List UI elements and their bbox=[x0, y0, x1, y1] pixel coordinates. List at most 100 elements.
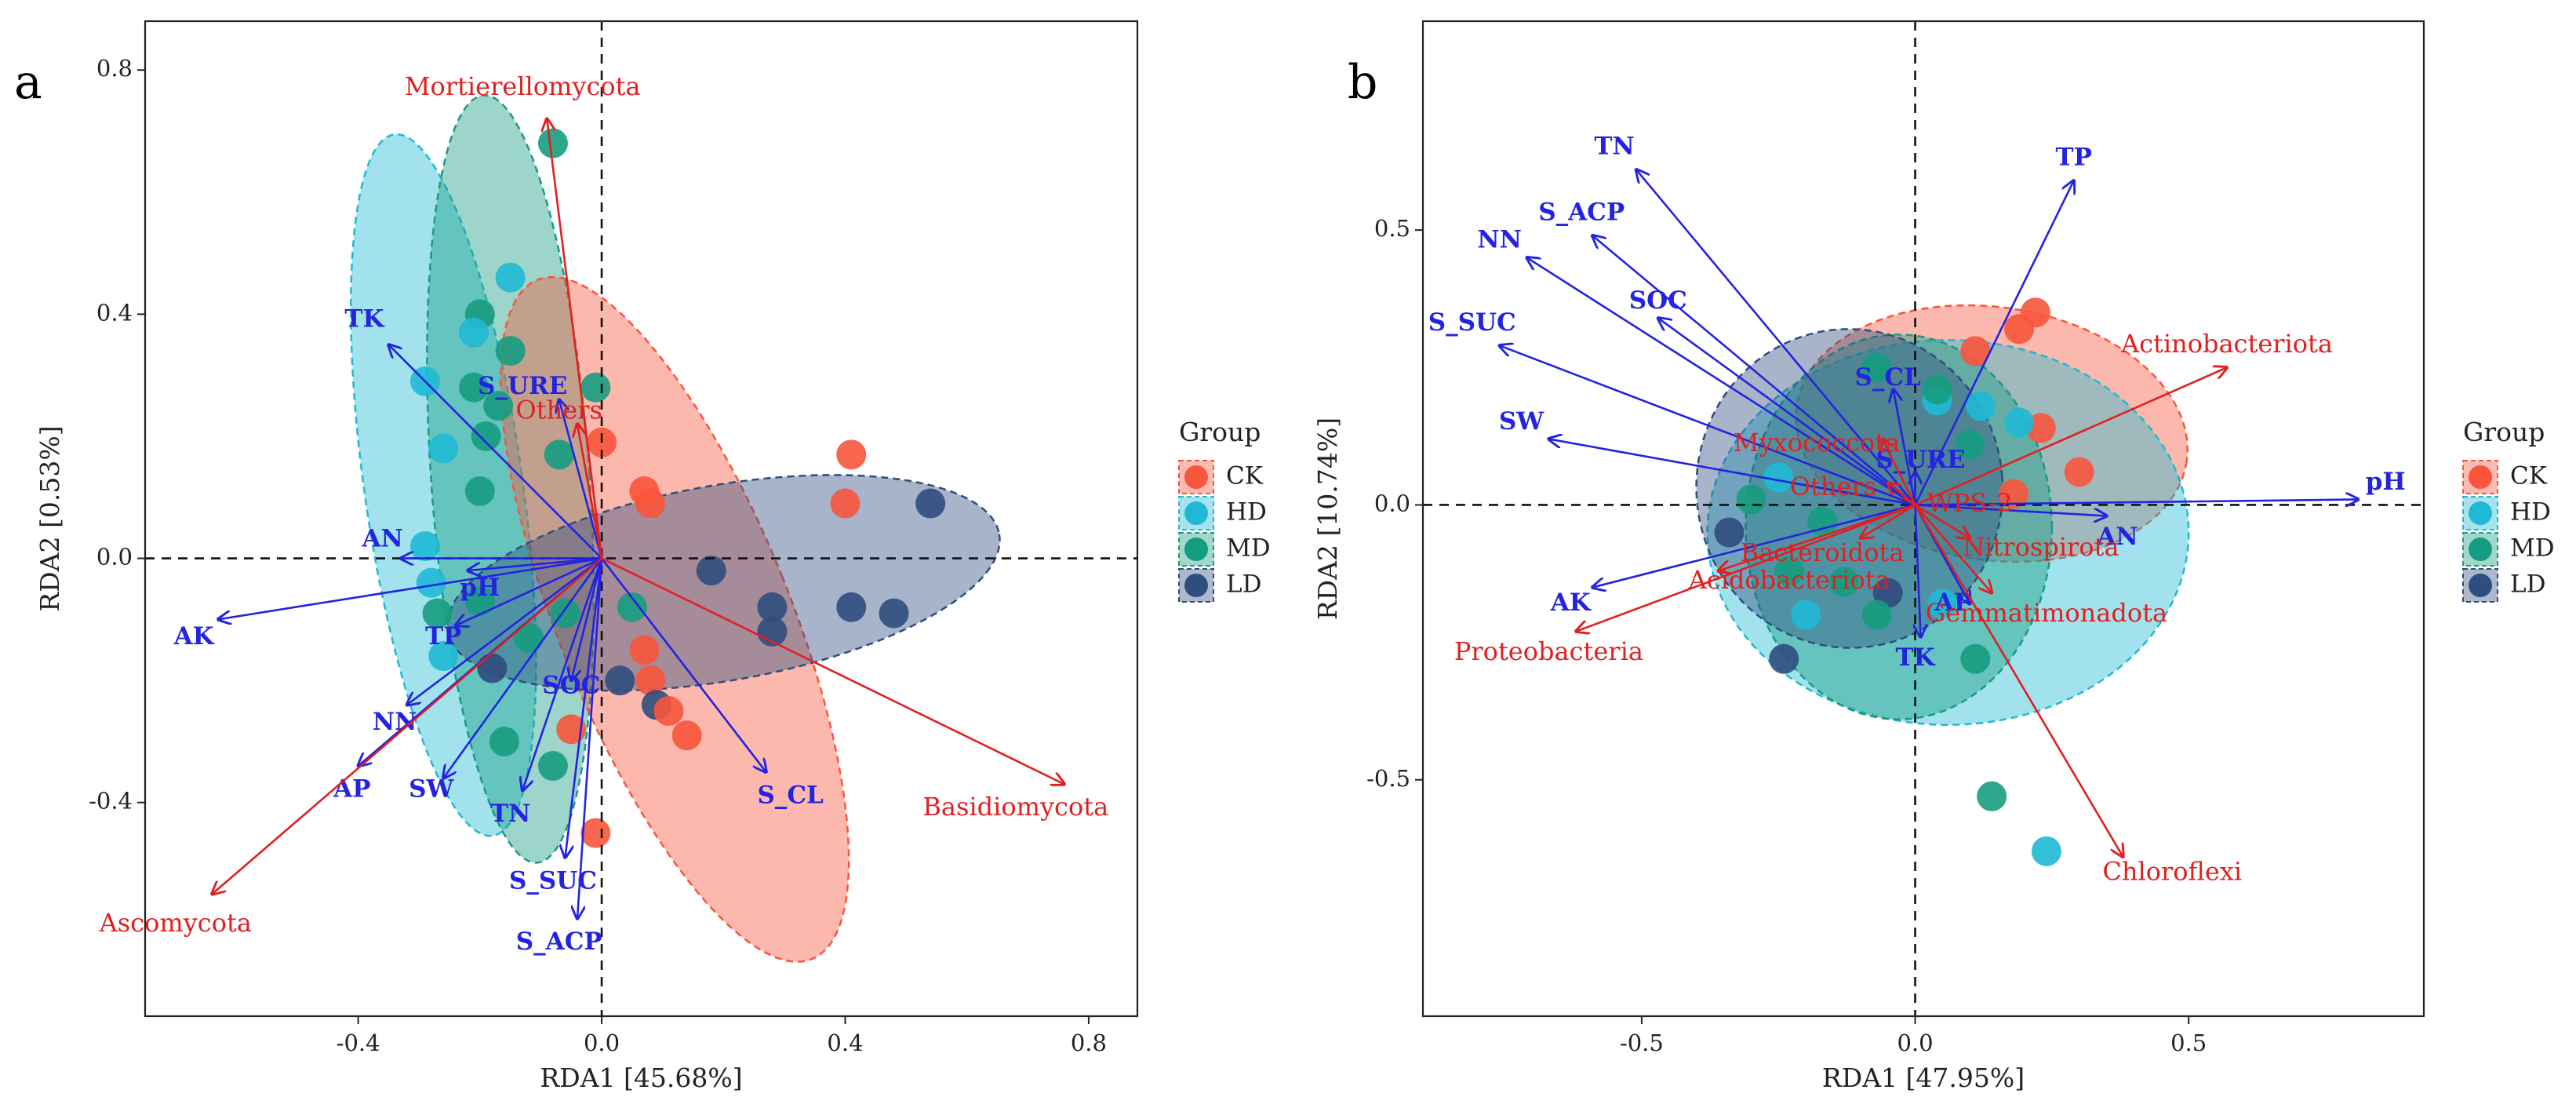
env-arrow-TK bbox=[388, 344, 602, 559]
sample-point-CK bbox=[556, 714, 587, 745]
sample-point-LD bbox=[1872, 578, 1903, 608]
y-tick-label: -0.4 bbox=[89, 788, 133, 815]
sample-point-MD bbox=[513, 622, 544, 653]
sample-point-MD bbox=[1828, 567, 1859, 597]
sample-point-CK bbox=[580, 818, 611, 848]
species-arrow-Bacteroidota bbox=[1861, 504, 1916, 538]
sample-point-HD bbox=[1763, 462, 1794, 493]
ellipse-HD bbox=[1706, 339, 2190, 726]
sample-point-MD bbox=[537, 128, 568, 159]
env-arrow-SOC bbox=[1658, 318, 1916, 506]
panel-tag: b bbox=[1348, 55, 1377, 110]
species-label-Myxococcota: Myxococcota bbox=[1734, 428, 1900, 457]
env-arrow-S_SUC bbox=[565, 558, 603, 858]
species-arrow-Myxococcota bbox=[1883, 439, 1916, 506]
species-arrow-Others bbox=[1888, 483, 1916, 506]
env-arrow-S_ACP bbox=[1592, 235, 1916, 506]
species-arrow-Chloroflexi bbox=[1914, 504, 2123, 856]
species-label-Others: Others bbox=[516, 395, 602, 425]
sample-point-MD bbox=[544, 439, 574, 470]
y-tick-label: 0.0 bbox=[1374, 490, 1410, 516]
sample-point-MD bbox=[1861, 352, 1892, 383]
legend: Group CK HD MD LD bbox=[1178, 417, 1271, 603]
env-label-AK: AK bbox=[173, 622, 215, 651]
env-label-AN: AN bbox=[2096, 523, 2138, 551]
x-tick-label: 0.0 bbox=[1897, 1030, 1933, 1056]
env-label-SW: SW bbox=[1499, 407, 1545, 436]
x-tick-label: -0.5 bbox=[1620, 1030, 1664, 1056]
species-label-Gemmatimonadota: Gemmatimonadota bbox=[1926, 598, 2167, 628]
env-arrow-AN bbox=[1915, 504, 2107, 516]
env-label-TN: TN bbox=[490, 800, 530, 828]
sample-point-LD bbox=[1714, 517, 1745, 548]
species-label-Others: Others bbox=[1790, 472, 1876, 501]
legend-dot-CK bbox=[2469, 465, 2492, 489]
y-axis-title: RDA2 [0.53%] bbox=[35, 425, 65, 611]
legend: Group CK HD MD LD bbox=[2462, 417, 2555, 603]
sample-point-CK bbox=[2064, 457, 2094, 487]
species-label-Basidiomycota: Basidiomycota bbox=[922, 792, 1108, 822]
sample-point-CK bbox=[836, 439, 867, 470]
sample-point-MD bbox=[464, 586, 495, 617]
env-arrow-pH bbox=[468, 557, 602, 571]
y-tick-label: 0.0 bbox=[96, 544, 133, 570]
legend-label-MD: MD bbox=[2510, 534, 2555, 563]
env-arrow-AK bbox=[218, 557, 602, 620]
legend-title: Group bbox=[2463, 417, 2545, 447]
species-arrow-Nitrospirota bbox=[1914, 504, 1970, 538]
x-tick-label: 0.5 bbox=[2170, 1030, 2207, 1056]
sample-point-MD bbox=[580, 372, 611, 403]
env-label-TK: TK bbox=[1896, 643, 1936, 672]
species-label-Nitrospirota: Nitrospirota bbox=[1963, 532, 2119, 562]
sample-point-HD bbox=[1966, 391, 1996, 421]
sample-point-MD bbox=[489, 726, 519, 756]
species-label-Mortierellomycota: Mortierellomycota bbox=[405, 71, 641, 101]
env-arrow-NN bbox=[1526, 257, 1916, 506]
x-axis-title: RDA1 [45.68%] bbox=[540, 1062, 742, 1093]
env-label-S_SUC: S_SUC bbox=[1428, 308, 1516, 337]
species-arrow-Ascomycota bbox=[212, 557, 602, 895]
sample-point-CK bbox=[830, 488, 860, 519]
env-label-S_ACP: S_ACP bbox=[1538, 199, 1625, 227]
species-arrow-Others bbox=[577, 424, 603, 559]
sample-point-MD bbox=[459, 372, 489, 403]
sample-point-HD bbox=[409, 531, 440, 562]
sample-point-MD bbox=[1774, 556, 1805, 586]
sample-point-MD bbox=[537, 751, 568, 782]
sample-point-HD bbox=[2031, 836, 2061, 866]
sample-point-LD bbox=[696, 556, 726, 586]
legend-dot-MD bbox=[2469, 538, 2492, 561]
env-label-AN: AN bbox=[361, 525, 402, 553]
x-tick-label: -0.4 bbox=[337, 1030, 380, 1056]
sample-point-MD bbox=[1861, 600, 1892, 630]
species-arrow-Mortierellomycota bbox=[547, 118, 603, 559]
species-arrow-Proteobacteria bbox=[1576, 504, 1916, 631]
sample-point-MD bbox=[1807, 506, 1838, 537]
env-label-SOC: SOC bbox=[1629, 286, 1687, 315]
env-label-SW: SW bbox=[409, 775, 454, 804]
env-arrow-SW bbox=[1548, 439, 1916, 506]
x-tick-label: 0.8 bbox=[1071, 1030, 1107, 1056]
plot-frame bbox=[1421, 20, 2425, 1018]
sample-point-LD bbox=[757, 592, 788, 622]
sample-point-LD bbox=[879, 598, 909, 629]
legend-label-HD: HD bbox=[1226, 498, 1267, 527]
sample-point-LD bbox=[915, 488, 946, 519]
sample-point-HD bbox=[1791, 600, 1821, 630]
x-tick-label: 0.4 bbox=[827, 1030, 863, 1056]
sample-point-CK bbox=[2004, 314, 2035, 344]
sample-point-CK bbox=[635, 488, 666, 519]
legend-label-LD: LD bbox=[2510, 570, 2545, 599]
env-label-AP: AP bbox=[1934, 589, 1972, 617]
env-arrow-pH bbox=[1915, 499, 2359, 505]
env-arrow-S_CL bbox=[601, 557, 766, 772]
sample-point-HD bbox=[416, 567, 446, 598]
sample-point-HD bbox=[428, 641, 459, 672]
sample-point-HD bbox=[495, 262, 526, 293]
y-tick-label: -0.5 bbox=[1366, 765, 1410, 792]
env-arrow-TN bbox=[522, 558, 603, 791]
legend-label-LD: LD bbox=[1226, 570, 1261, 599]
